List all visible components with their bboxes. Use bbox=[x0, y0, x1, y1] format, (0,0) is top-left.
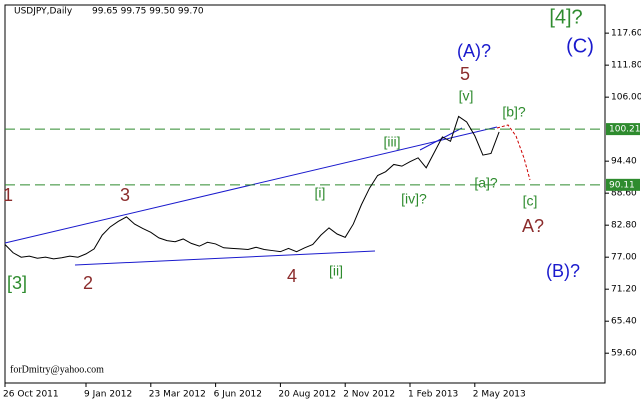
y-tick-label: 111.80 bbox=[611, 61, 641, 71]
wave-label: (A)? bbox=[457, 41, 491, 61]
wave-label: [ii] bbox=[329, 263, 343, 279]
wave-label: 2 bbox=[83, 273, 93, 293]
wave-label: (C) bbox=[566, 35, 594, 57]
x-tick-label: 1 Feb 2013 bbox=[408, 390, 458, 400]
wave-label: [iii] bbox=[383, 134, 400, 150]
wave-label: 5 bbox=[460, 64, 470, 84]
wave-label: 4 bbox=[287, 266, 297, 286]
x-tick-label: 9 Jan 2012 bbox=[84, 390, 132, 400]
x-tick-label: 6 Jun 2012 bbox=[214, 390, 262, 400]
y-tick-label: 59.60 bbox=[611, 349, 637, 359]
y-tick-label: 77.00 bbox=[611, 253, 637, 263]
x-tick-label: 26 Oct 2011 bbox=[3, 390, 59, 400]
y-tick-label: 106.00 bbox=[611, 93, 641, 103]
wave-label: [c] bbox=[523, 193, 538, 209]
x-tick-label: 2 May 2013 bbox=[473, 390, 526, 400]
trend-line bbox=[74, 250, 376, 266]
y-tick-label: 71.20 bbox=[611, 285, 637, 295]
level-label: 90.11 bbox=[609, 180, 635, 190]
wave-label: [a]? bbox=[474, 175, 498, 191]
wave-label: [4]? bbox=[549, 6, 582, 28]
level-box bbox=[606, 178, 640, 191]
level-box bbox=[606, 123, 640, 136]
wave-label: [b]? bbox=[502, 104, 526, 120]
y-tick-label: 88.60 bbox=[611, 189, 637, 199]
y-tick-label: 117.60 bbox=[611, 29, 641, 39]
plot-frame bbox=[4, 4, 606, 384]
y-tick-label: 82.80 bbox=[611, 221, 637, 231]
chart-title: USDJPY,Daily bbox=[14, 7, 73, 17]
x-tick-label: 23 Mar 2012 bbox=[149, 390, 206, 400]
wave-label: 1 bbox=[3, 185, 13, 205]
chart-subtitle: 99.65 99.75 99.50 99.70 bbox=[92, 7, 204, 17]
watermark: forDmitry@yahoo.com bbox=[10, 364, 104, 375]
y-tick-label: 65.40 bbox=[611, 317, 637, 327]
x-tick-label: 2 Nov 2012 bbox=[343, 390, 395, 400]
price-line bbox=[4, 115, 500, 260]
projection bbox=[496, 124, 531, 181]
x-tick-label: 20 Aug 2012 bbox=[278, 390, 336, 400]
wave-label: (B)? bbox=[546, 261, 580, 281]
wave-label: A? bbox=[522, 216, 544, 236]
level-label: 100.21 bbox=[609, 125, 641, 135]
wave-label: [v] bbox=[459, 88, 474, 104]
wave-label: 3 bbox=[120, 185, 130, 205]
y-tick-label: 94.40 bbox=[611, 157, 637, 167]
wave-label: [iv]? bbox=[401, 191, 427, 207]
wave-label: [i] bbox=[315, 185, 326, 201]
wave-label: [3] bbox=[7, 273, 27, 293]
